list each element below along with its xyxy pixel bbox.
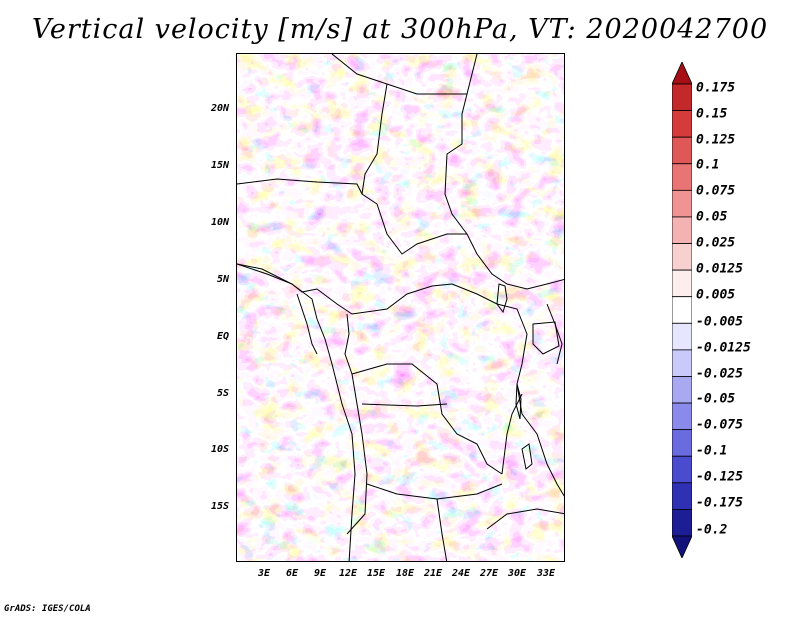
colorbar-segment — [672, 189, 692, 218]
colorbar-segment — [672, 376, 692, 404]
colorbar-label: -0.025 — [696, 366, 743, 382]
colorbar-label: 0.15 — [696, 106, 728, 122]
colorbar-tip-bottom — [672, 535, 692, 558]
colorbar-label: -0.125 — [696, 469, 743, 485]
lon-label: 21E — [423, 568, 443, 579]
lat-label: 10S — [210, 444, 229, 455]
colorbar-label: -0.075 — [696, 417, 743, 433]
lat-label: EQ — [216, 331, 229, 342]
lon-label: 27E — [479, 568, 499, 579]
colorbar-segment — [672, 163, 692, 191]
lake-victoria — [532, 321, 560, 355]
colorbar-label: 0.125 — [696, 132, 736, 148]
colorbar-label: 0.0125 — [696, 261, 743, 277]
coastline — [237, 263, 356, 561]
colorbar-segment — [672, 322, 692, 351]
colorbar-label: -0.0125 — [696, 340, 751, 356]
grads-credit: GrADS: IGES/COLA — [4, 604, 91, 614]
colorbar-segment — [672, 269, 692, 298]
lon-label: 24E — [451, 568, 471, 579]
lon-label: 15E — [366, 568, 386, 579]
colorbar-segment — [672, 429, 692, 457]
colorbar-segment — [672, 110, 692, 138]
colorbar-segment — [672, 402, 692, 431]
colorbar-label: -0.05 — [696, 391, 736, 407]
lat-label: 15N — [210, 160, 229, 171]
lat-label: 5S — [216, 388, 229, 399]
colorbar-segment — [672, 83, 692, 111]
colorbar-label: 0.025 — [696, 235, 736, 251]
colorbar-segment — [672, 136, 692, 165]
lon-label: 33E — [536, 568, 556, 579]
map-panel — [236, 53, 565, 562]
lon-label: 6E — [285, 568, 299, 579]
map-title: Vertical velocity [m/s] at 300hPa, VT: 2… — [31, 14, 769, 45]
lat-label: 20N — [210, 103, 229, 114]
colorbar-segment — [672, 455, 692, 484]
colorbar-label: 0.005 — [696, 287, 736, 303]
lake-mweru — [521, 443, 533, 470]
lon-label: 30E — [507, 568, 527, 579]
colorbar-label: -0.2 — [696, 522, 728, 538]
country-borders — [237, 54, 564, 561]
lon-label: 18E — [395, 568, 415, 579]
lat-label: 15S — [210, 501, 229, 512]
colorbar-label: 0.075 — [696, 183, 736, 199]
colorbar-label: -0.005 — [696, 314, 743, 330]
lat-label: 10N — [210, 217, 229, 228]
colorbar-label: 0.175 — [696, 80, 736, 96]
colorbar-label: -0.1 — [696, 443, 728, 459]
colorbar-label: 0.1 — [696, 157, 720, 173]
colorbar-segment — [672, 509, 692, 537]
vertical-velocity-field — [237, 54, 564, 561]
colorbar-segment — [672, 296, 692, 324]
colorbar-tip-top — [672, 62, 692, 85]
lat-label: 5N — [216, 274, 229, 285]
colorbar-label: 0.05 — [696, 209, 728, 225]
lon-label: 9E — [313, 568, 327, 579]
colorbar-segment — [672, 216, 692, 244]
lon-label: 3E — [257, 568, 271, 579]
colorbar — [672, 62, 692, 558]
colorbar-label: -0.175 — [696, 495, 743, 511]
colorbar-segment — [672, 482, 692, 510]
lake-albert — [496, 283, 508, 314]
colorbar-segment — [672, 243, 692, 271]
lake-tanganyika — [515, 383, 522, 420]
colorbar-segment — [672, 349, 692, 377]
lon-label: 12E — [338, 568, 358, 579]
